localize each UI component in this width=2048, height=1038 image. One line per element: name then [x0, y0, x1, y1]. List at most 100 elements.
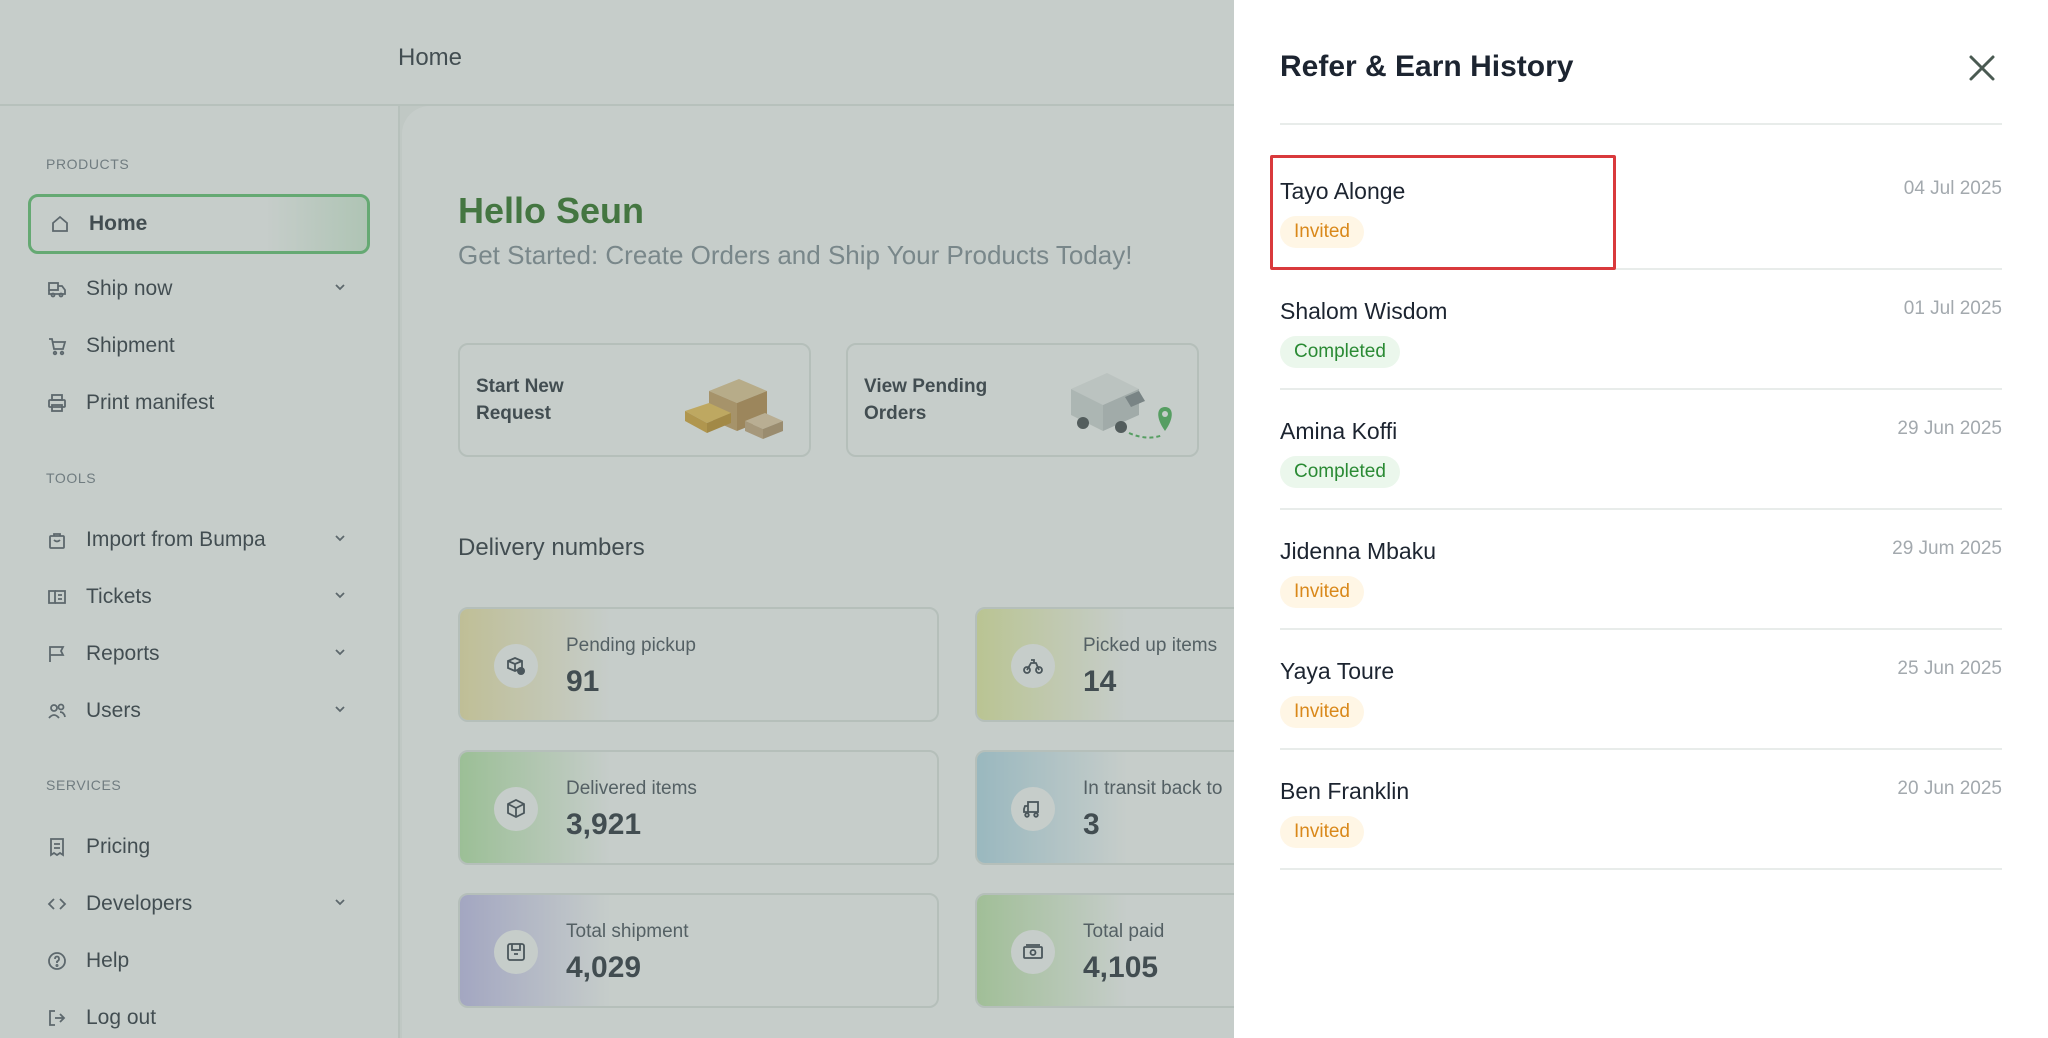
list-item[interactable]: Ben Franklin 20 Jun 2025 Invited	[1280, 750, 2002, 870]
sidebar-item-label: Reports	[86, 642, 160, 665]
stat-label: In transit back to	[1083, 778, 1223, 799]
ship-icon	[46, 278, 68, 300]
greeting-subtitle: Get Started: Create Orders and Ship Your…	[458, 240, 1133, 270]
sidebar-section-products: PRODUCTS	[46, 156, 130, 172]
sidebar-item-label: Developers	[86, 892, 193, 915]
status-badge: Completed	[1280, 456, 1400, 488]
referral-name: Ben Franklin	[1280, 778, 1410, 804]
sidebar-item-label: Log out	[86, 1006, 157, 1029]
truck-return-icon	[1011, 787, 1055, 831]
sidebar-item-shipment[interactable]: Shipment	[28, 316, 370, 376]
greeting: Hello Seun	[458, 190, 645, 231]
status-badge: Invited	[1280, 216, 1364, 248]
users-icon	[46, 700, 68, 722]
ticket-icon	[46, 586, 68, 608]
home-icon	[49, 213, 71, 235]
close-icon	[1969, 55, 1995, 81]
sidebar-item-help[interactable]: Help	[28, 931, 370, 991]
stat-value: 3,921	[566, 808, 642, 841]
referral-date: 25 Jun 2025	[1897, 658, 2002, 679]
sidebar-item-label: Import from Bumpa	[86, 528, 266, 551]
sidebar-item-reports[interactable]: Reports	[28, 624, 370, 684]
package-icon	[494, 787, 538, 831]
sidebar-item-label: Pricing	[86, 835, 151, 858]
report-icon	[46, 643, 68, 665]
sidebar-item-label: Users	[86, 699, 141, 722]
list-item[interactable]: Shalom Wisdom 01 Jul 2025 Completed	[1280, 270, 2002, 390]
stat-label: Picked up items	[1083, 635, 1218, 656]
chevron-down-icon[interactable]	[332, 530, 348, 546]
stat-label: Delivered items	[566, 778, 697, 799]
list-item[interactable]: Tayo Alonge 04 Jul 2025 Invited	[1280, 150, 2002, 270]
cash-icon	[1011, 930, 1055, 974]
action-card-label: View Pending Orders	[864, 376, 988, 424]
archive-box-icon	[494, 930, 538, 974]
sidebar-item-pricing[interactable]: Pricing	[28, 817, 370, 877]
referral-date: 01 Jul 2025	[1903, 298, 2002, 319]
divider	[1280, 123, 2002, 125]
code-icon	[46, 893, 68, 915]
referral-name: Jidenna Mbaku	[1280, 538, 1436, 564]
sidebar-item-print-manifest[interactable]: Print manifest	[28, 373, 370, 433]
help-icon	[46, 950, 68, 972]
chevron-down-icon[interactable]	[332, 644, 348, 660]
sidebar-item-ship-now[interactable]: Ship now	[28, 259, 370, 319]
stat-value: 91	[566, 665, 600, 698]
view-pending-orders-card[interactable]: View Pending Orders	[846, 343, 1199, 457]
referral-name: Shalom Wisdom	[1280, 298, 1448, 324]
stat-value: 14	[1083, 665, 1117, 698]
start-new-request-card[interactable]: Start New Request	[458, 343, 811, 457]
chevron-down-icon[interactable]	[332, 587, 348, 603]
sidebar-item-log-out[interactable]: Log out	[28, 988, 370, 1038]
chevron-down-icon[interactable]	[332, 701, 348, 717]
sidebar-item-home[interactable]: Home	[28, 194, 370, 254]
stat-label: Pending pickup	[566, 635, 696, 656]
stat-value: 4,105	[1083, 951, 1159, 984]
sidebar-item-label: Home	[89, 212, 148, 235]
refer-earn-history-drawer: Refer & Earn History Tayo Alonge 04 Jul …	[1234, 0, 2048, 1038]
list-item[interactable]: Jidenna Mbaku 29 Jum 2025 Invited	[1280, 510, 2002, 630]
referral-date: 20 Jun 2025	[1897, 778, 2002, 799]
chevron-down-icon[interactable]	[332, 894, 348, 910]
close-button[interactable]	[1962, 48, 2002, 88]
stat-delivered-items[interactable]: Delivered items 3,921	[458, 750, 939, 865]
stat-total-shipment[interactable]: Total shipment 4,029	[458, 893, 939, 1008]
printer-icon	[46, 392, 68, 414]
scooter-icon	[1011, 644, 1055, 688]
delivery-numbers-title: Delivery numbers	[458, 534, 645, 561]
stat-pending-pickup[interactable]: Pending pickup 91	[458, 607, 939, 722]
status-badge: Completed	[1280, 336, 1400, 368]
boxes-illustration	[679, 361, 789, 445]
referral-name: Tayo Alonge	[1280, 178, 1406, 204]
sidebar-item-developers[interactable]: Developers	[28, 874, 370, 934]
drawer-title: Refer & Earn History	[1280, 50, 1574, 83]
sidebar-item-import-from-bumpa[interactable]: Import from Bumpa	[28, 510, 370, 570]
referral-date: 29 Jun 2025	[1897, 418, 2002, 439]
referral-date: 29 Jum 2025	[1892, 538, 2002, 559]
box-clock-icon	[494, 644, 538, 688]
truck-illustration	[1067, 361, 1177, 445]
status-badge: Invited	[1280, 576, 1364, 608]
sidebar-item-label: Tickets	[86, 585, 152, 608]
logout-icon	[46, 1007, 68, 1029]
stat-value: 3	[1083, 808, 1100, 841]
chevron-down-icon[interactable]	[332, 279, 348, 295]
stat-value: 4,029	[566, 951, 642, 984]
action-card-label: Start New Request	[476, 376, 564, 424]
referral-name: Amina Koffi	[1280, 418, 1398, 444]
sidebar-item-label: Shipment	[86, 334, 175, 357]
receipt-icon	[46, 836, 68, 858]
bag-icon	[46, 529, 68, 551]
sidebar-section-tools: TOOLS	[46, 470, 97, 486]
sidebar: PRODUCTS Home Ship now Shipment Print ma…	[0, 106, 400, 1038]
stat-label: Total paid	[1083, 921, 1165, 942]
stat-label: Total shipment	[566, 921, 689, 942]
referral-date: 04 Jul 2025	[1903, 178, 2002, 199]
list-item[interactable]: Yaya Toure 25 Jun 2025 Invited	[1280, 630, 2002, 750]
status-badge: Invited	[1280, 816, 1364, 848]
sidebar-item-users[interactable]: Users	[28, 681, 370, 741]
sidebar-item-label: Help	[86, 949, 130, 972]
referral-name: Yaya Toure	[1280, 658, 1395, 684]
sidebar-item-tickets[interactable]: Tickets	[28, 567, 370, 627]
list-item[interactable]: Amina Koffi 29 Jun 2025 Completed	[1280, 390, 2002, 510]
